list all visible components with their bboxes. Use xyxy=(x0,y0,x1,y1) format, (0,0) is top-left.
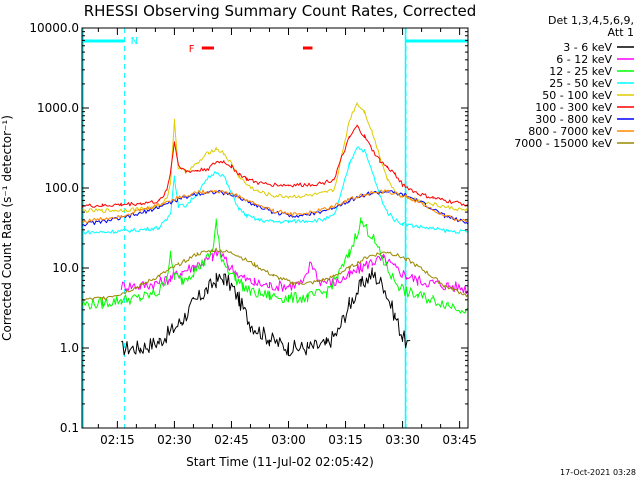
x-tick-label: 02:15 xyxy=(100,433,135,447)
legend-header: Att 1 xyxy=(608,26,634,39)
series-line-50-100-kev xyxy=(82,102,468,213)
plot-frame xyxy=(81,27,469,429)
series-lines xyxy=(82,102,468,357)
series-line-7000-15000-kev xyxy=(82,247,468,302)
interval-markers: NF xyxy=(82,28,468,428)
series-line-12-25-kev xyxy=(82,217,468,314)
legend-label: 3 - 6 keV xyxy=(563,41,612,54)
legend-header: Det 1,3,4,5,6,9, xyxy=(548,14,634,27)
x-tick-label: 03:45 xyxy=(442,433,477,447)
series-line-100-300-kev xyxy=(82,124,468,208)
legend-label: 25 - 50 keV xyxy=(549,77,612,90)
series-line-6-12-kev xyxy=(120,249,468,295)
legend-label: 6 - 12 keV xyxy=(556,53,612,66)
flare-label: F xyxy=(189,44,195,55)
legend-label: 300 - 800 keV xyxy=(535,113,612,126)
y-tick-label: 1000.0 xyxy=(37,101,79,115)
x-tick-label: 02:45 xyxy=(214,433,249,447)
series-line-800-7000-kev xyxy=(82,189,468,224)
x-tick-label: 03:30 xyxy=(385,433,420,447)
legend-label: 50 - 100 keV xyxy=(542,89,612,102)
y-tick-label: 1.0 xyxy=(60,341,79,355)
y-axis: 0.1 1.0 10.0 100.0 1000.0 10000.0 xyxy=(29,21,468,435)
timestamp: 17-Oct-2021 03:28 xyxy=(560,468,636,477)
x-tick-label: 02:30 xyxy=(157,433,192,447)
legend-label: 100 - 300 keV xyxy=(535,101,612,114)
legend-label: 12 - 25 keV xyxy=(549,65,612,78)
y-tick-label: 10000.0 xyxy=(29,21,79,35)
legend-label: 7000 - 15000 keV xyxy=(514,137,612,150)
y-tick-label: 0.1 xyxy=(60,421,79,435)
y-axis-title: Corrected Count Rate (s⁻¹ detector⁻¹) xyxy=(0,115,14,341)
series-line-25-50-kev xyxy=(82,146,468,235)
series-line-3-6-kev xyxy=(121,267,411,357)
x-tick-label: 03:00 xyxy=(271,433,306,447)
y-tick-label: 10.0 xyxy=(52,261,79,275)
legend-label: 800 - 7000 keV xyxy=(528,125,612,138)
x-axis: 02:15 02:30 02:45 03:00 03:15 03:30 03:45 xyxy=(97,28,477,447)
chart-title: RHESSI Observing Summary Count Rates, Co… xyxy=(84,2,477,20)
x-tick-label: 03:15 xyxy=(328,433,363,447)
night-label: N xyxy=(131,36,138,47)
y-tick-label: 100.0 xyxy=(45,181,79,195)
x-axis-title: Start Time (11-Jul-02 02:05:42) xyxy=(186,455,374,469)
